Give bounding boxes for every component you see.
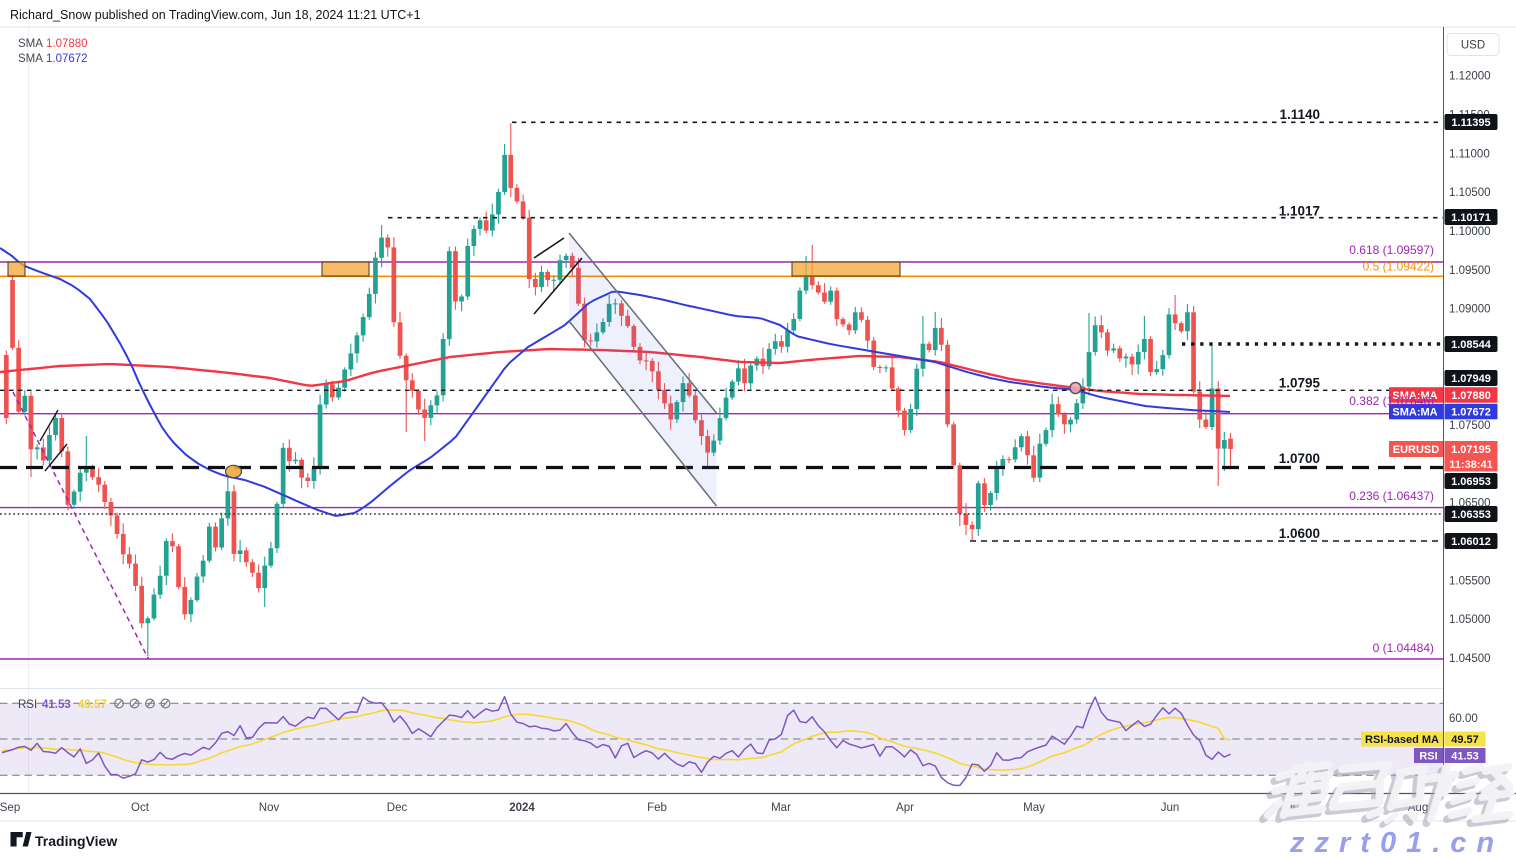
- svg-text:Jun: Jun: [1161, 802, 1180, 814]
- svg-text:SMA:MA: SMA:MA: [1392, 407, 1437, 419]
- svg-text:SMA: SMA: [18, 53, 43, 65]
- svg-text:Richard_Snow published on Trad: Richard_Snow published on TradingView.co…: [10, 8, 421, 22]
- svg-text:1.07880: 1.07880: [46, 38, 88, 50]
- svg-text:60.00: 60.00: [1449, 713, 1478, 725]
- svg-text:1.10000: 1.10000: [1449, 226, 1491, 238]
- svg-text:Oct: Oct: [131, 802, 150, 814]
- svg-text:1.05000: 1.05000: [1449, 614, 1491, 626]
- svg-text:1.04500: 1.04500: [1449, 653, 1491, 665]
- svg-text:0 (1.04484): 0 (1.04484): [1373, 641, 1434, 655]
- svg-text:0.382 (1.07646): 0.382 (1.07646): [1349, 394, 1434, 408]
- svg-text:1.07880: 1.07880: [1451, 390, 1491, 402]
- svg-text:1.0600: 1.0600: [1279, 526, 1320, 541]
- svg-text:41.53: 41.53: [1451, 751, 1479, 763]
- svg-text:Nov: Nov: [259, 802, 280, 814]
- svg-text:1.09500: 1.09500: [1449, 265, 1491, 277]
- svg-text:1.07672: 1.07672: [46, 53, 88, 65]
- svg-text:1.0795: 1.0795: [1279, 376, 1321, 391]
- svg-text:Apr: Apr: [896, 802, 914, 814]
- svg-text:1.1140: 1.1140: [1279, 107, 1320, 122]
- svg-text:1.06353: 1.06353: [1451, 509, 1491, 521]
- svg-text:2024: 2024: [509, 802, 535, 814]
- svg-text:1.07500: 1.07500: [1449, 420, 1491, 432]
- svg-text:RSI: RSI: [1419, 751, 1437, 763]
- svg-text:1.05500: 1.05500: [1449, 575, 1491, 587]
- svg-text:1.10171: 1.10171: [1451, 212, 1491, 224]
- svg-text:1.11000: 1.11000: [1449, 148, 1490, 160]
- svg-text:EURUSD: EURUSD: [1393, 444, 1440, 456]
- svg-text:zzrt01.cn: zzrt01.cn: [1289, 827, 1504, 857]
- svg-text:RSI: RSI: [18, 699, 37, 711]
- svg-text:41.53: 41.53: [42, 699, 71, 711]
- svg-text:1.09000: 1.09000: [1449, 304, 1491, 316]
- svg-text:1.08544: 1.08544: [1451, 339, 1492, 351]
- svg-text:1.1017: 1.1017: [1279, 204, 1320, 219]
- svg-text:1.07195: 1.07195: [1451, 444, 1491, 456]
- svg-text:USD: USD: [1461, 40, 1485, 52]
- svg-text:0.5 (1.09422): 0.5 (1.09422): [1363, 260, 1434, 274]
- svg-text:0.618 (1.09597): 0.618 (1.09597): [1349, 243, 1434, 257]
- svg-text:May: May: [1023, 802, 1045, 814]
- svg-text:1.06012: 1.06012: [1451, 536, 1491, 548]
- svg-text:0.236 (1.06437): 0.236 (1.06437): [1349, 489, 1434, 503]
- svg-text:Mar: Mar: [771, 802, 791, 814]
- svg-text:11:38:41: 11:38:41: [1449, 459, 1492, 471]
- svg-text:SMA:MA: SMA:MA: [1392, 390, 1437, 402]
- svg-text:RSI-based MA: RSI-based MA: [1365, 734, 1439, 746]
- svg-text:1.06953: 1.06953: [1451, 476, 1491, 488]
- svg-text:Feb: Feb: [647, 802, 667, 814]
- svg-text:49.57: 49.57: [1451, 734, 1479, 746]
- svg-text:1.11395: 1.11395: [1451, 117, 1490, 129]
- svg-text:1.07672: 1.07672: [1451, 407, 1491, 419]
- svg-text:49.57: 49.57: [78, 699, 107, 711]
- svg-text:TradingView: TradingView: [35, 833, 117, 849]
- svg-text:1.10500: 1.10500: [1449, 187, 1491, 199]
- svg-text:SMA: SMA: [18, 38, 43, 50]
- svg-text:Sep: Sep: [0, 802, 20, 814]
- svg-text:1.12000: 1.12000: [1449, 71, 1491, 83]
- svg-text:1.0700: 1.0700: [1279, 451, 1320, 466]
- svg-text:Dec: Dec: [387, 802, 408, 814]
- svg-text:1.07949: 1.07949: [1451, 373, 1491, 385]
